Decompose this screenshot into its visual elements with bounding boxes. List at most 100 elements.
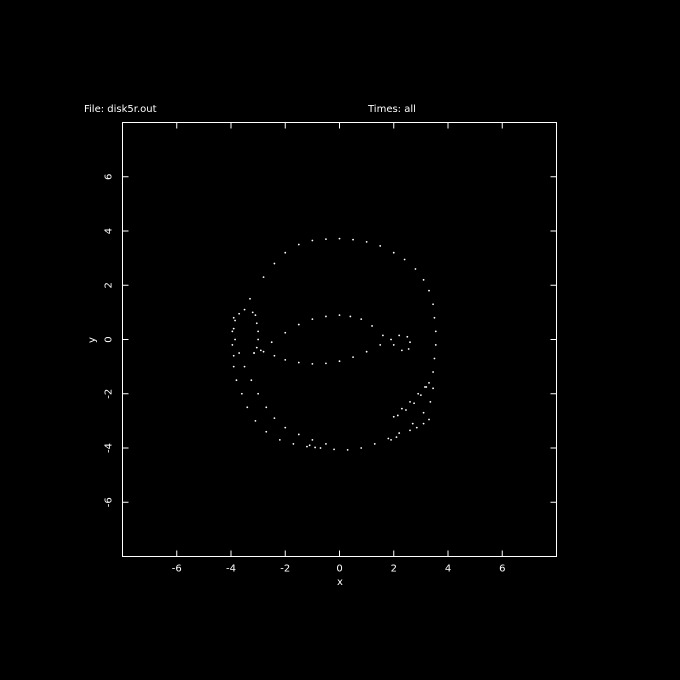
data-point [392, 251, 395, 254]
data-point [284, 358, 287, 361]
y-axis-ticks: -6 -4 -2 0 2 4 6 [104, 174, 557, 507]
data-point [360, 447, 363, 449]
data-point [278, 438, 281, 441]
x-axis-label: x [337, 577, 343, 588]
y-tick-label: -2 [104, 389, 115, 399]
data-point [284, 331, 287, 334]
data-point [292, 443, 295, 445]
times-label: Times: all [367, 104, 416, 115]
x-tick-label: 6 [499, 564, 505, 575]
data-point [338, 237, 341, 240]
data-point [424, 386, 426, 388]
data-point [265, 406, 268, 409]
data-point [232, 327, 235, 330]
data-point [243, 308, 246, 311]
data-point [284, 251, 287, 254]
data-point [262, 350, 265, 353]
data-point [257, 330, 260, 333]
data-point [434, 344, 437, 346]
data-point [433, 357, 436, 360]
data-point [259, 349, 262, 352]
data-point [240, 392, 243, 395]
data-point [390, 338, 392, 341]
x-tick-label: 0 [336, 564, 342, 575]
data-point [311, 438, 314, 441]
data-point [428, 382, 430, 384]
data-point [406, 335, 409, 338]
data-point [238, 312, 241, 315]
y-tick-label: 0 [104, 336, 115, 342]
data-point [325, 443, 327, 445]
data-point [273, 262, 276, 265]
data-point [231, 344, 234, 346]
x-tick-label: 2 [391, 564, 397, 575]
data-point [234, 319, 236, 322]
data-point [297, 323, 300, 326]
data-point [396, 414, 399, 417]
data-point [314, 446, 316, 449]
data-point [297, 433, 300, 436]
x-axis-ticks: -6 -4 -2 0 2 4 6 [172, 122, 505, 575]
data-point [273, 354, 276, 357]
data-point [371, 325, 373, 327]
data-point [232, 365, 235, 368]
data-point [254, 419, 257, 422]
x-tick-label: -6 [172, 564, 182, 575]
data-point [297, 361, 300, 364]
data-point [398, 432, 401, 434]
data-point [414, 268, 417, 270]
data-point [432, 303, 434, 306]
data-point [311, 318, 314, 321]
data-point [325, 362, 327, 365]
y-tick-label: 4 [104, 228, 115, 234]
y-tick-label: 6 [104, 174, 115, 180]
data-point [392, 415, 395, 418]
data-point [257, 392, 260, 395]
data-point [255, 346, 258, 349]
data-point [338, 314, 341, 316]
data-point [255, 322, 258, 325]
y-tick-label: 2 [104, 282, 115, 288]
data-point [284, 426, 287, 429]
data-point [346, 449, 349, 451]
data-point [379, 245, 382, 247]
data-point [425, 386, 428, 388]
data-point [262, 276, 265, 279]
data-point [349, 315, 352, 318]
data-point [422, 278, 425, 281]
data-point [325, 238, 327, 241]
data-point [253, 352, 255, 354]
data-point [432, 371, 434, 373]
x-tick-label: 4 [445, 564, 451, 575]
data-point [390, 438, 392, 441]
data-point [232, 354, 235, 357]
data-point [338, 360, 341, 363]
file-label: File: disk5r.out [84, 104, 157, 115]
data-point [373, 443, 376, 445]
data-point [417, 392, 420, 395]
data-point [409, 429, 411, 432]
x-tick-label: -4 [226, 564, 236, 575]
y-axis-label: y [87, 337, 98, 343]
data-point [308, 444, 311, 447]
data-point [428, 418, 430, 421]
data-point [387, 437, 390, 440]
data-point [250, 379, 253, 382]
x-tick-label: -2 [280, 564, 290, 575]
data-point [403, 258, 406, 261]
data-point [400, 407, 403, 410]
data-point [428, 289, 430, 292]
data-point [238, 352, 241, 354]
plot-frame [122, 122, 557, 557]
data-point [434, 330, 437, 333]
data-point [360, 318, 363, 321]
data-point [311, 239, 314, 242]
data-point [419, 394, 422, 397]
data-point [433, 316, 436, 319]
data-point [392, 344, 395, 346]
data-point [333, 448, 335, 451]
data-point [365, 240, 368, 243]
data-point [352, 356, 354, 359]
data-point [251, 311, 254, 314]
data-point [311, 363, 314, 365]
